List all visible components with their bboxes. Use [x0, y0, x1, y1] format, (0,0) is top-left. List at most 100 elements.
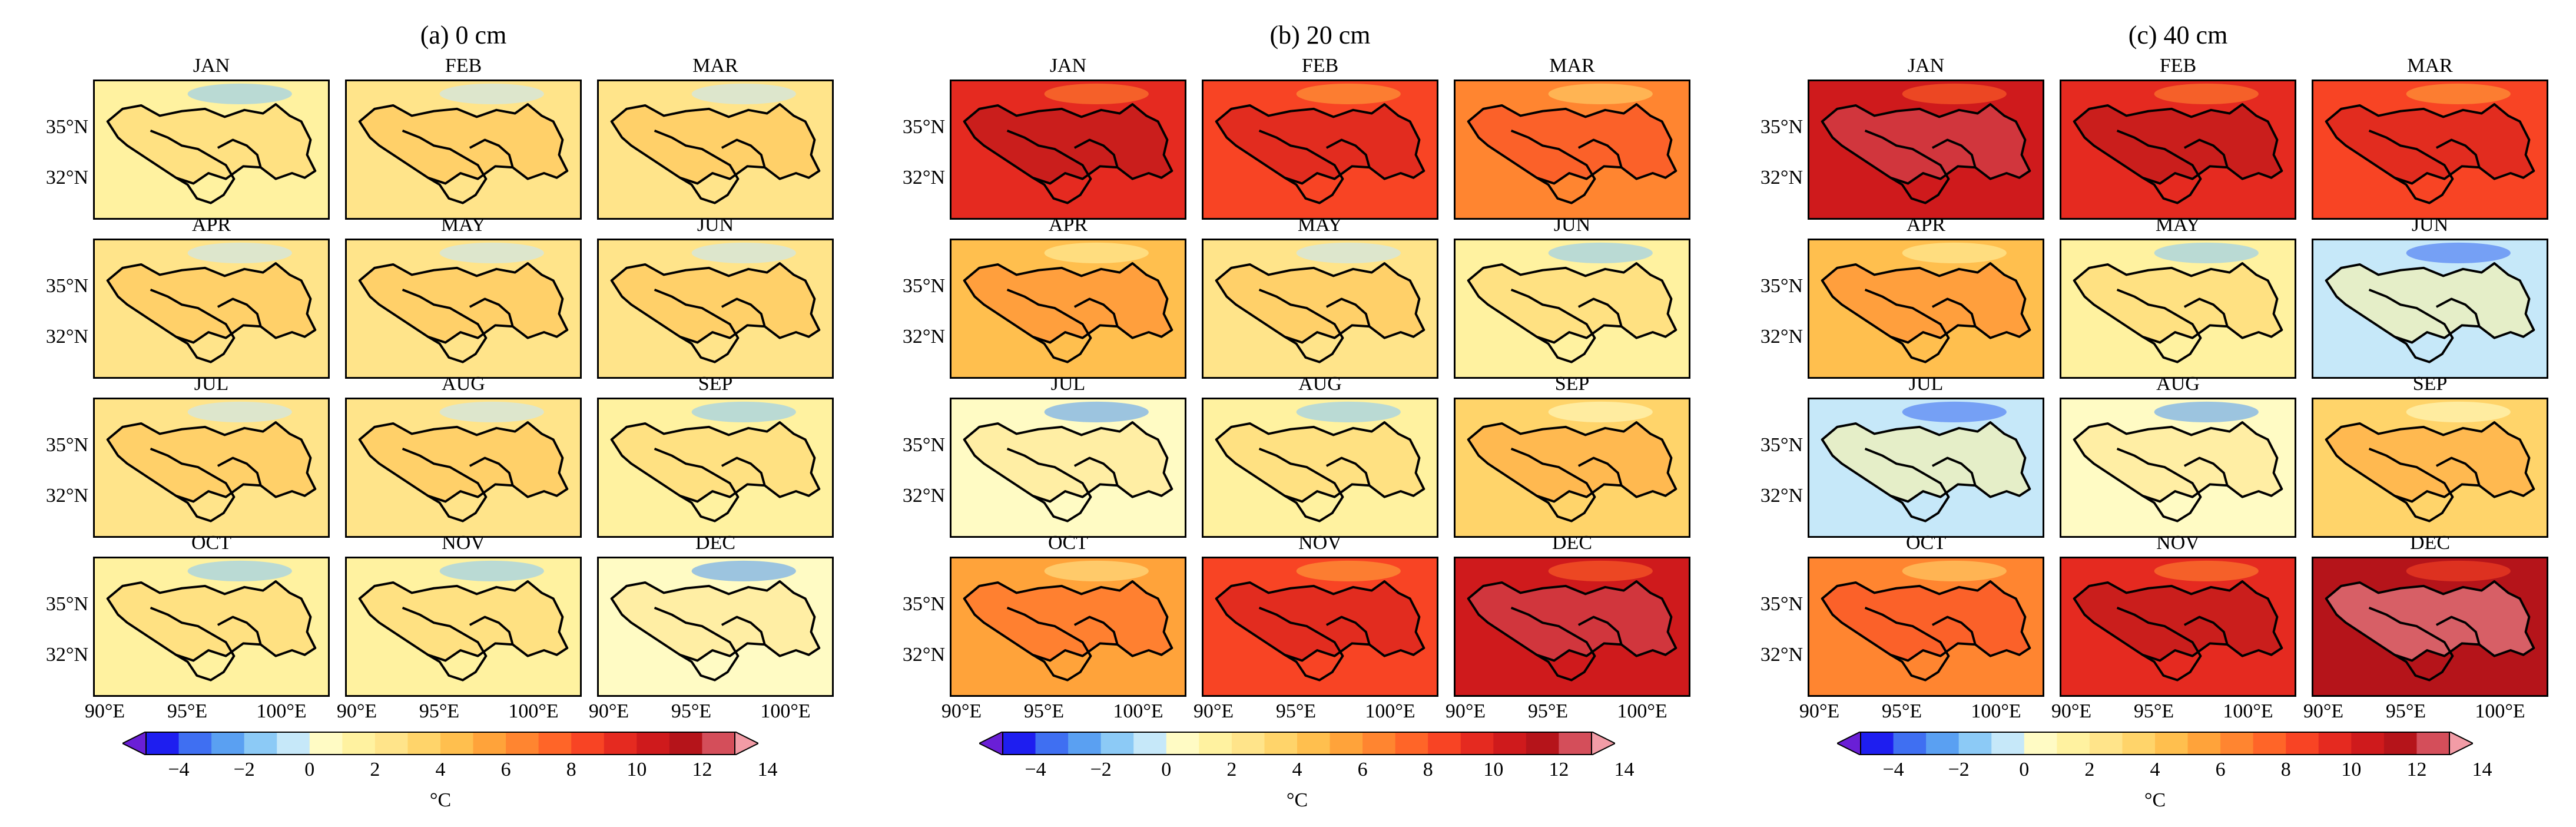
map-a-apr [93, 239, 330, 379]
lon-label: 90°E [588, 700, 629, 722]
colorbar-segment [1231, 732, 1265, 755]
lat-label: 32°N [902, 167, 945, 188]
colorbar-segment [2089, 732, 2123, 755]
temperature-field [599, 399, 832, 536]
colorbar-tick-label: −2 [1090, 759, 1112, 780]
colorbar-segment [669, 732, 702, 755]
colorbar-tick-label: −2 [1948, 759, 1970, 780]
lon-label: 100°E [1113, 700, 1163, 722]
month-label: JUN [697, 214, 734, 236]
temperature-field [952, 240, 1185, 377]
colorbar-segment [2383, 732, 2417, 755]
lat-label: 32°N [1760, 485, 1803, 507]
map-b-mar [1454, 80, 1690, 220]
colorbar-extend-low [979, 732, 1003, 755]
month-label: FEB [2159, 55, 2197, 77]
month-label: OCT [1906, 532, 1946, 554]
colorbar-segment [1991, 732, 2025, 755]
colorbar-tick-label: 4 [435, 759, 446, 780]
colorbar-extend-high [734, 732, 758, 755]
map-c-jul [1808, 398, 2044, 538]
lat-label: 32°N [902, 326, 945, 348]
lat-label: 35°N [1760, 434, 1803, 456]
colorbar-tick-label: 10 [1483, 759, 1504, 780]
temperature-field [1456, 558, 1689, 695]
lon-label: 100°E [1617, 700, 1667, 722]
colorbar-segment [2253, 732, 2286, 755]
temperature-field [1809, 399, 2043, 536]
lon-label: 90°E [84, 700, 125, 722]
lon-label: 100°E [1971, 700, 2021, 722]
month-label: DEC [2410, 532, 2450, 554]
map-c-feb [2060, 80, 2296, 220]
map-b-sep [1454, 398, 1690, 538]
colorbar-segment [1460, 732, 1494, 755]
colorbar-tick-label: 14 [1614, 759, 1635, 780]
lon-label: 100°E [760, 700, 811, 722]
month-label: APR [1048, 214, 1088, 236]
month-label: MAR [692, 55, 738, 77]
lon-label: 90°E [1445, 700, 1486, 722]
colorbar-segment [538, 732, 572, 755]
temperature-field [952, 81, 1185, 218]
month-label: NOV [442, 532, 485, 554]
colorbar-segment [1166, 732, 1199, 755]
lon-label: 95°E [1527, 700, 1569, 722]
lat-label: 35°N [902, 116, 945, 138]
colorbar-tick-label: 6 [2215, 759, 2226, 780]
map-a-jul [93, 398, 330, 538]
colorbar-segment [309, 732, 343, 755]
temperature-field [1809, 558, 2043, 695]
temperature-field [1809, 81, 2043, 218]
colorbar-extend-low [1837, 732, 1861, 755]
colorbar-extend-low [122, 732, 147, 755]
colorbar-segment [2351, 732, 2385, 755]
month-label: JAN [193, 55, 230, 77]
lat-label: 35°N [45, 434, 88, 456]
temperature-field [2061, 558, 2295, 695]
temperature-field [95, 399, 328, 536]
colorbar-segment [1068, 732, 1102, 755]
colorbar-segment [1958, 732, 1992, 755]
month-label: FEB [1301, 55, 1339, 77]
month-label: SEP [2412, 373, 2448, 395]
lon-label: 90°E [2303, 700, 2344, 722]
month-label: MAY [2155, 214, 2201, 236]
colorbar-segment [1861, 732, 1894, 755]
lat-label: 35°N [45, 275, 88, 297]
colorbar-tick-label: 6 [1357, 759, 1368, 780]
lon-label: 90°E [1799, 700, 1840, 722]
lon-label: 95°E [1881, 700, 1922, 722]
colorbar-tick-label: −2 [233, 759, 255, 780]
colorbar-tick-label: 14 [2472, 759, 2492, 780]
map-c-jan [1808, 80, 2044, 220]
colorbar-unit: °C [429, 789, 452, 811]
colorbar-segment [2057, 732, 2090, 755]
colorbar-segment [374, 732, 408, 755]
colorbar-extend-high [2449, 732, 2473, 755]
map-b-apr [950, 239, 1186, 379]
month-label: JUL [194, 373, 229, 395]
colorbar-segment [473, 732, 506, 755]
lon-label: 95°E [2133, 700, 2174, 722]
colorbar [1837, 732, 2473, 755]
colorbar-tick-label: 10 [2341, 759, 2362, 780]
lat-label: 32°N [902, 485, 945, 507]
lat-label: 32°N [45, 485, 88, 507]
temperature-field [2061, 399, 2295, 536]
lon-label: 100°E [508, 700, 559, 722]
colorbar-segment [2220, 732, 2254, 755]
map-c-may [2060, 239, 2296, 379]
colorbar-tick-label: 4 [1292, 759, 1302, 780]
lon-label: 90°E [941, 700, 982, 722]
colorbar-segment [407, 732, 441, 755]
colorbar-segment [1297, 732, 1331, 755]
temperature-field [1204, 81, 1437, 218]
colorbar-segment [1526, 732, 1559, 755]
temperature-field [1456, 240, 1689, 377]
lat-label: 32°N [902, 644, 945, 666]
month-label: DEC [695, 532, 735, 554]
colorbar-tick-label: −4 [168, 759, 190, 780]
map-c-mar [2312, 80, 2548, 220]
temperature-field [1204, 558, 1437, 695]
